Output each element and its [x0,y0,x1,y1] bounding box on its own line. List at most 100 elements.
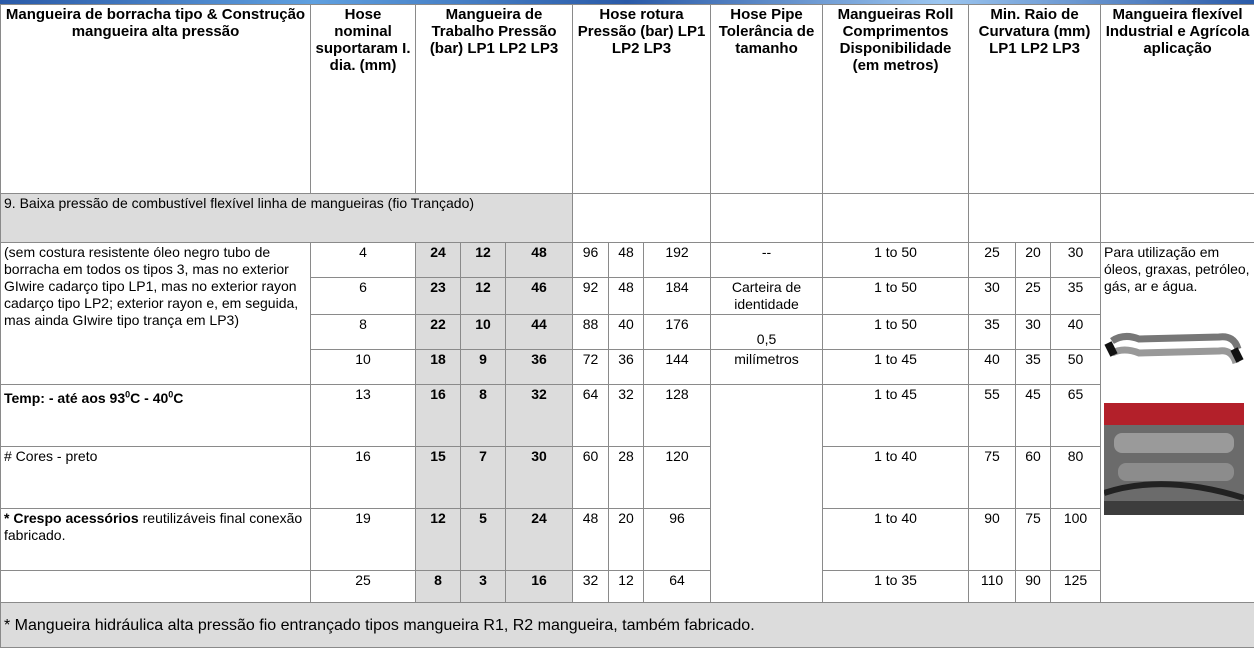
section-title: 9. Baixa pressão de combustível flexível… [0,193,574,243]
value-cell: 176 [643,314,712,350]
empty-cell [710,193,824,243]
data-row: # Cores - preto 16 15 7 30 60 28 120 1 to 40 75 60… [0,446,1254,509]
fittings: * Crespo acessórios reutilizáveis final c… [0,508,311,571]
header-cell: Mangueira de Trabalho Pressão (bar) LP1 … [414,4,574,194]
value-cell: 110 [968,570,1017,603]
value-cell: 36 [608,349,645,385]
temperature-part: 0 [168,389,174,399]
value-cell: 45 [1015,384,1052,447]
value-cell: 64 [572,384,610,447]
temperature: Temp: - até aos 930C - 400C [0,384,311,447]
colors: # Cores - preto [0,446,311,509]
value-cell: 10 [310,349,416,385]
value-cell: 92 [572,277,610,315]
value-cell: 144 [643,349,712,385]
value-cell: 128 [643,384,712,447]
value-cell: 20 [1015,242,1052,278]
value-cell: 8 [460,384,506,447]
value-cell: 48 [608,242,645,278]
data-row: (sem costura resistente óleo negro tubo … [0,242,1254,603]
application: Para utilização em óleos, graxas, petról… [1100,242,1254,603]
value-cell: 1 to 40 [822,508,970,571]
value-cell: 100 [1050,508,1102,571]
value-cell: 22 [415,314,461,350]
value-cell: 36 [504,349,574,385]
tolerance: -- [710,242,824,278]
value-cell: 19 [310,508,416,571]
empty-cell [1100,193,1254,243]
hose-image [1104,332,1244,365]
tolerance: 0,5 [710,314,824,350]
value-cell: 9 [460,349,506,385]
header-cell: Mangueira de borracha tipo & Construção … [0,4,311,194]
data-row: * Crespo acessórios reutilizáveis final c… [0,508,1254,571]
value-cell: 88 [572,314,610,350]
value-cell: 24 [504,508,574,571]
empty-cell [0,570,311,603]
value-cell: 80 [1050,446,1102,509]
description: (sem costura resistente óleo negro tubo … [0,242,311,385]
header-cell: Mangueiras Roll Comprimentos Disponibili… [822,4,970,194]
temperature-part: Temp: - até aos 93 [4,389,126,406]
value-cell: 30 [968,277,1017,315]
footer-note: * Mangueira hidráulica alta pressão fio … [0,602,1254,648]
value-cell: 60 [1015,446,1052,509]
value-cell: 1 to 45 [822,384,970,447]
value-cell: 75 [1015,508,1052,571]
value-cell: 12 [608,570,645,603]
value-cell: 6 [310,277,416,315]
value-cell: 1 to 50 [822,314,970,350]
data-row: 25 8 3 16 32 12 64 1 to 35 110 90 125 [0,570,1254,603]
value-cell: 125 [1050,570,1102,603]
value-cell: 46 [504,277,574,315]
temperature-part: C [173,389,184,406]
value-cell: 1 to 40 [822,446,970,509]
value-cell: 13 [310,384,416,447]
value-cell: 40 [968,349,1017,385]
value-cell: 48 [572,508,610,571]
tolerance: Carteira de identidade [710,277,824,315]
value-cell: 4 [310,242,416,278]
header-row: Mangueira de borracha tipo & Construção … [0,4,1254,194]
value-cell: 64 [643,570,712,603]
value-cell: 35 [1015,349,1052,385]
value-cell: 75 [968,446,1017,509]
value-cell: 24 [415,242,461,278]
value-cell: 16 [415,384,461,447]
empty-cell [572,193,712,243]
value-cell: 5 [460,508,506,571]
value-cell: 44 [504,314,574,350]
engine-image [1103,403,1245,515]
value-cell: 48 [608,277,645,315]
temperature-part: 0 [125,389,131,399]
value-cell: 7 [460,446,506,509]
footer-row: * Mangueira hidráulica alta pressão fio … [0,602,1254,648]
value-cell: 12 [460,242,506,278]
value-cell: 90 [1015,570,1052,603]
value-cell: 1 to 45 [822,349,970,385]
value-cell: 32 [572,570,610,603]
value-cell: 90 [968,508,1017,571]
value-cell: 192 [643,242,712,278]
empty-cell [822,193,970,243]
temperature-text: Temp: - até aos 930C - 400C [4,389,184,406]
value-cell: 10 [460,314,506,350]
header-cell: Min. Raio de Curvatura (mm) LP1 LP2 LP3 [968,4,1102,194]
top-stripe [0,0,1254,4]
value-cell: 72 [572,349,610,385]
value-cell: 12 [415,508,461,571]
value-cell: 8 [310,314,416,350]
value-cell: 120 [643,446,712,509]
value-cell: 35 [968,314,1017,350]
empty-cell [968,193,1102,243]
value-cell: 50 [1050,349,1102,385]
value-cell: 65 [1050,384,1102,447]
value-cell: 55 [968,384,1017,447]
header-cell: Hose Pipe Tolerância de tamanho [710,4,824,194]
section-row: 9. Baixa pressão de combustível flexível… [0,193,1254,243]
header-cell: Hose nominal suportaram I. dia. (mm) [310,4,416,194]
value-cell: 23 [415,277,461,315]
header-cell: Mangueira flexível Industrial e Agrícola… [1100,4,1254,194]
value-cell: 32 [504,384,574,447]
